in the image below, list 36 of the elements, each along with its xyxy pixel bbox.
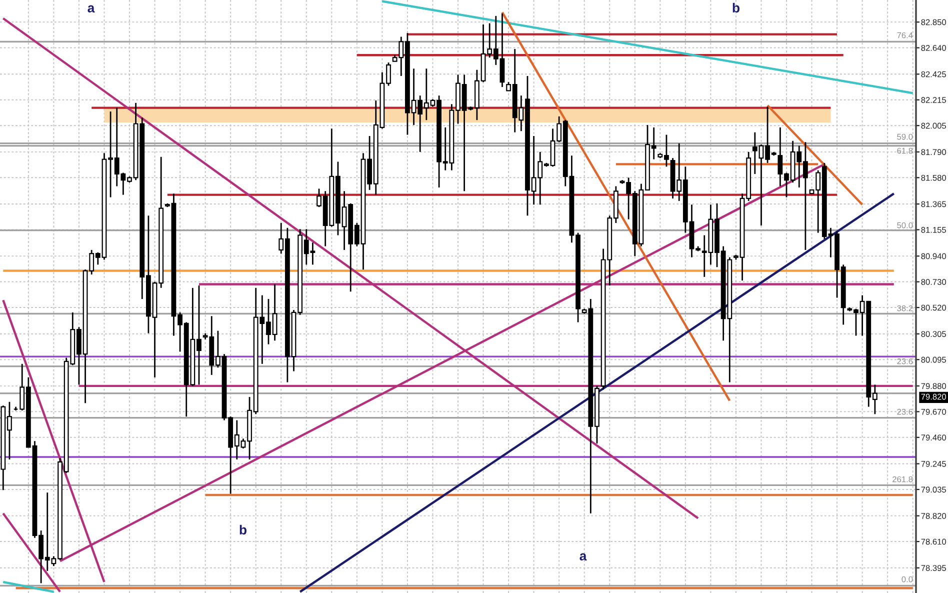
ref-line-label: 79.820 — [921, 394, 946, 400]
y-tick-label: 79.245 — [921, 460, 946, 467]
y-tick-label: 80.940 — [921, 253, 946, 260]
y-tick-label: 80.095 — [921, 356, 946, 363]
annotation: 76.4 — [897, 32, 913, 38]
annotation: 61.8 — [897, 148, 913, 154]
y-tick-label: 81.365 — [921, 201, 946, 208]
y-tick-label: 81.580 — [921, 174, 946, 181]
y-tick-label: 78.395 — [921, 565, 946, 571]
y-tick-label: 82.005 — [921, 122, 946, 129]
y-tick-label: 82.640 — [921, 44, 946, 51]
y-tick-label: 82.850 — [921, 19, 946, 26]
y-tick-label: 78.610 — [921, 538, 946, 545]
annotation: a — [580, 553, 587, 561]
y-tick-label: 79.035 — [921, 486, 946, 493]
y-tick-label: 80.520 — [921, 304, 946, 311]
y-tick-label: 79.670 — [921, 408, 946, 415]
y-tick-label: 81.790 — [921, 149, 946, 156]
y-tick-label: 81.155 — [921, 226, 946, 233]
annotation: 23.6 — [897, 408, 913, 415]
y-tick-label: 80.730 — [921, 279, 946, 285]
annotation: 0.0 — [902, 576, 913, 582]
annotation: 23.6 — [897, 358, 913, 364]
annotation: b — [732, 2, 740, 13]
y-tick-label: 79.460 — [921, 434, 946, 440]
annotation: 59.0 — [897, 134, 913, 140]
annotation: 38.2 — [897, 305, 913, 312]
y-tick-label: 80.305 — [921, 331, 946, 337]
y-tick-label: 82.425 — [921, 71, 946, 78]
y-tick-label: 82.215 — [921, 97, 946, 103]
annotation: 50.0 — [897, 222, 913, 228]
annotation: b — [240, 524, 246, 535]
annotation: 261.8 — [892, 476, 913, 482]
y-tick-label: 78.820 — [921, 513, 946, 519]
y-tick-label: 79.880 — [921, 383, 946, 390]
annotation: a — [88, 5, 95, 13]
